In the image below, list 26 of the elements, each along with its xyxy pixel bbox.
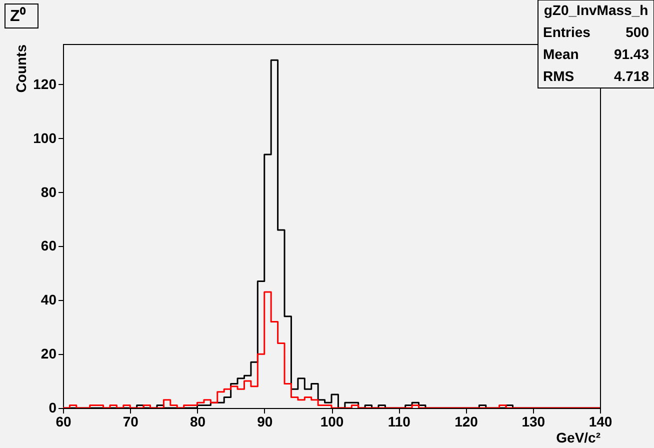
text: 500 (626, 24, 650, 40)
chart-title: Z⁰ (10, 7, 26, 25)
x-tick-label: 130 (522, 414, 546, 430)
y-tick-label: 40 (40, 292, 57, 308)
x-tick-label: 80 (190, 414, 206, 430)
x-tick-label: 70 (122, 414, 139, 430)
x-tick-label: 140 (588, 414, 612, 430)
x-tick-label: 60 (56, 414, 72, 430)
y-tick-label: 0 (48, 400, 57, 416)
y-tick-label: 100 (33, 130, 57, 146)
x-tick-label: 90 (257, 414, 273, 430)
x-tick-label: 100 (320, 414, 344, 430)
text: 4.718 (614, 68, 650, 84)
annotation: RMS (543, 68, 574, 84)
y-tick-label: 120 (33, 76, 57, 92)
y-tick-label: 80 (40, 184, 57, 200)
y-tick-label: 20 (40, 346, 57, 362)
text: 91.43 (614, 46, 650, 62)
text: Entries (543, 24, 591, 40)
x-tick-label: 120 (454, 414, 478, 430)
x-axis-title: GeV/c² (556, 430, 601, 446)
annotation: Mean (543, 46, 579, 62)
x-tick-label: 110 (388, 414, 411, 430)
y-axis-title: Counts (13, 44, 30, 93)
text: gZ0_InvMass_h (544, 2, 648, 18)
y-tick-label: 60 (40, 238, 57, 254)
